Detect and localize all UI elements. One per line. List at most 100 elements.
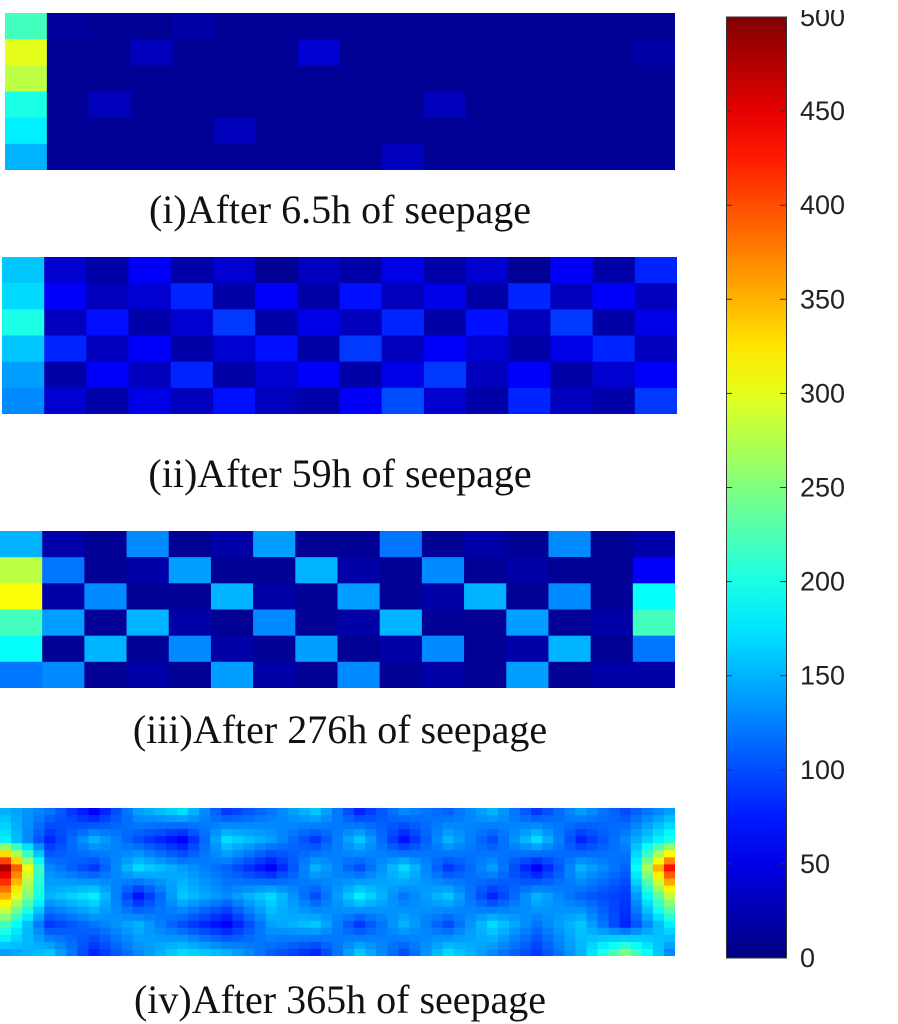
heatmap-cell — [320, 934, 333, 943]
heatmap-cell — [652, 885, 665, 894]
heatmap-cell — [254, 941, 267, 950]
heatmap-cell — [287, 885, 300, 894]
heatmap-cell — [243, 836, 256, 844]
heatmap-cell — [409, 920, 422, 929]
heatmap-cell — [320, 871, 333, 880]
heatmap-cell — [343, 857, 355, 865]
heatmap-cell — [86, 387, 130, 414]
heatmap-cell — [46, 13, 90, 40]
heatmap-cell — [253, 531, 296, 558]
heatmap-cell — [663, 927, 675, 936]
heatmap-cell — [2, 361, 45, 389]
heatmap-cell — [453, 829, 466, 837]
heatmap-cell — [214, 39, 257, 66]
heatmap-cell — [177, 920, 189, 929]
heatmap-cell — [608, 829, 621, 837]
heatmap-cell — [630, 892, 643, 901]
heatmap-cell — [55, 934, 67, 943]
heatmap-cell — [630, 885, 643, 894]
heatmap-cell — [331, 815, 344, 823]
heatmap-cell — [11, 913, 23, 922]
heatmap-cell — [46, 91, 90, 119]
heatmap-cell — [210, 808, 222, 816]
heatmap-cell — [243, 864, 256, 873]
heatmap-panel-3 — [0, 531, 675, 688]
heatmap-cell — [497, 857, 510, 865]
heatmap-cell — [442, 850, 455, 858]
heatmap-cell — [210, 661, 254, 688]
heatmap-cell — [590, 661, 634, 688]
heatmap-cell — [542, 864, 554, 873]
heatmap-cell — [592, 387, 636, 414]
heatmap-cell — [132, 815, 145, 823]
heatmap-cell — [630, 920, 643, 929]
heatmap-cell — [464, 843, 477, 851]
heatmap-cell — [255, 335, 298, 363]
heatmap-cell — [421, 661, 465, 688]
heatmap-cell — [619, 843, 632, 851]
heatmap-cell — [132, 822, 145, 830]
heatmap-cell — [398, 913, 411, 922]
heatmap-cell — [210, 829, 222, 837]
heatmap-cell — [255, 257, 298, 284]
heatmap-cell — [630, 857, 643, 865]
heatmap-cell — [154, 906, 167, 915]
heatmap-cell — [287, 920, 300, 929]
heatmap-cell — [409, 948, 422, 956]
heatmap-cell — [475, 906, 488, 915]
heatmap-cell — [254, 885, 267, 894]
heatmap-cell — [66, 885, 79, 894]
heatmap-cell — [55, 822, 67, 830]
heatmap-cell — [128, 361, 172, 389]
heatmap-cell — [376, 829, 388, 837]
heatmap-cell — [88, 117, 132, 145]
heatmap-cell — [663, 913, 675, 922]
heatmap-cell — [630, 822, 643, 830]
heatmap-cell — [520, 836, 532, 844]
heatmap-cell — [497, 850, 510, 858]
heatmap-cell — [0, 934, 12, 943]
heatmap-cell — [486, 857, 499, 865]
heatmap-cell — [126, 661, 170, 688]
heatmap-cell — [256, 39, 299, 66]
heatmap-cell — [641, 941, 654, 950]
heatmap-cell — [343, 934, 355, 943]
heatmap-cell — [387, 948, 399, 956]
heatmap-cell — [509, 808, 521, 816]
heatmap-cell — [77, 836, 90, 844]
heatmap-cell — [276, 815, 289, 823]
heatmap-cell — [165, 906, 178, 915]
heatmap-cell — [442, 948, 455, 956]
heatmap-cell — [340, 65, 383, 93]
heatmap-cell — [520, 948, 532, 956]
heatmap-cell — [630, 829, 643, 837]
heatmap-cell — [132, 885, 145, 894]
heatmap-cell — [453, 808, 466, 816]
heatmap-cell — [509, 878, 521, 887]
heatmap-cell — [154, 815, 167, 823]
heatmap-cell — [376, 815, 388, 823]
heatmap-cell — [486, 885, 499, 894]
heatmap-cell — [243, 850, 256, 858]
heatmap-cell — [339, 335, 383, 363]
heatmap-cell — [331, 864, 344, 873]
heatmap-cell — [265, 906, 278, 915]
heatmap-cell — [265, 808, 278, 816]
heatmap-cell — [154, 927, 167, 936]
heatmap-cell — [243, 878, 256, 887]
heatmap-cell — [121, 913, 134, 922]
heatmap-cell — [212, 283, 256, 310]
heatmap-cell — [99, 927, 112, 936]
heatmap-cell — [170, 283, 214, 310]
heatmap-cell — [431, 871, 444, 880]
heatmap-cell — [143, 878, 156, 887]
heatmap-cell — [132, 871, 145, 880]
heatmap-cell — [55, 899, 67, 908]
heatmap-cell — [309, 808, 322, 816]
heatmap-cell — [66, 822, 79, 830]
heatmap-cell — [276, 920, 289, 929]
heatmap-cell — [542, 878, 554, 887]
heatmap-cell — [295, 557, 339, 584]
heatmap-cell — [592, 283, 636, 310]
heatmap-cell — [548, 661, 592, 688]
